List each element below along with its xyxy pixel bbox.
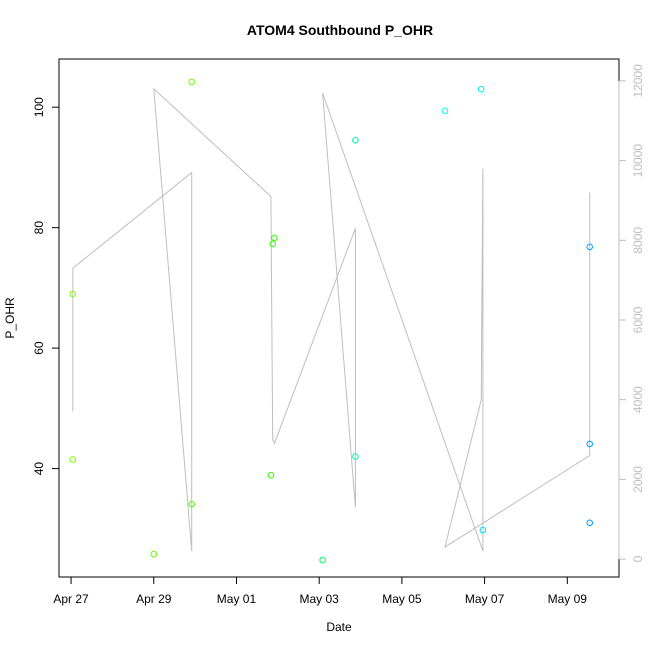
- y-axis-right: 0 2000 4000 6000 8000 10000 12000: [618, 64, 645, 562]
- x-tick-label: May 09: [548, 592, 588, 606]
- x-axis: Apr 27 Apr 29 May 01 May 03 May 05 May 07 May …: [53, 576, 588, 606]
- x-tick-label: May 01: [217, 592, 257, 606]
- data-point: [319, 556, 326, 564]
- y-axis-label: P_OHR: [3, 297, 17, 339]
- data-point: [586, 519, 594, 527]
- x-tick-label: May 05: [382, 592, 422, 606]
- y-axis-left: 40 60 80 100: [32, 97, 60, 476]
- line-series: [72, 87, 591, 552]
- y-right-tick-label: 0: [631, 555, 645, 562]
- y-right-tick-label: 2000: [631, 466, 645, 493]
- data-point: [267, 471, 275, 479]
- data-point: [150, 550, 158, 558]
- x-axis-label: Date: [326, 620, 352, 634]
- data-point: [586, 243, 594, 251]
- x-tick-label: May 07: [465, 592, 505, 606]
- y-tick-label: 40: [32, 462, 46, 476]
- data-point: [188, 500, 195, 508]
- data-point: [441, 107, 449, 115]
- plot-area-frame: [58, 58, 620, 578]
- x-tick-label: Apr 27: [53, 592, 89, 606]
- y-right-tick-label: 12000: [631, 64, 645, 98]
- y-right-tick-label: 8000: [631, 227, 645, 254]
- data-point: [188, 78, 195, 86]
- y-tick-label: 100: [32, 97, 46, 117]
- chart-title: ATOM4 Southbound P_OHR: [247, 22, 433, 38]
- y-tick-label: 60: [32, 341, 46, 355]
- y-right-tick-label: 10000: [631, 144, 645, 178]
- data-point: [479, 526, 487, 534]
- y-right-tick-label: 4000: [631, 386, 645, 413]
- data-point: [269, 240, 276, 248]
- data-point: [69, 456, 77, 463]
- data-point: [352, 453, 359, 460]
- data-point: [271, 234, 278, 242]
- data-point: [352, 137, 359, 144]
- data-point: [69, 290, 77, 298]
- line-series-layer: [72, 87, 591, 552]
- points-layer: [69, 78, 594, 564]
- y-right-tick-label: 6000: [631, 306, 645, 333]
- x-tick-label: May 03: [300, 592, 340, 606]
- data-point: [586, 440, 594, 448]
- data-point: [477, 85, 485, 93]
- x-tick-label: Apr 29: [136, 592, 172, 606]
- y-tick-label: 80: [32, 221, 46, 235]
